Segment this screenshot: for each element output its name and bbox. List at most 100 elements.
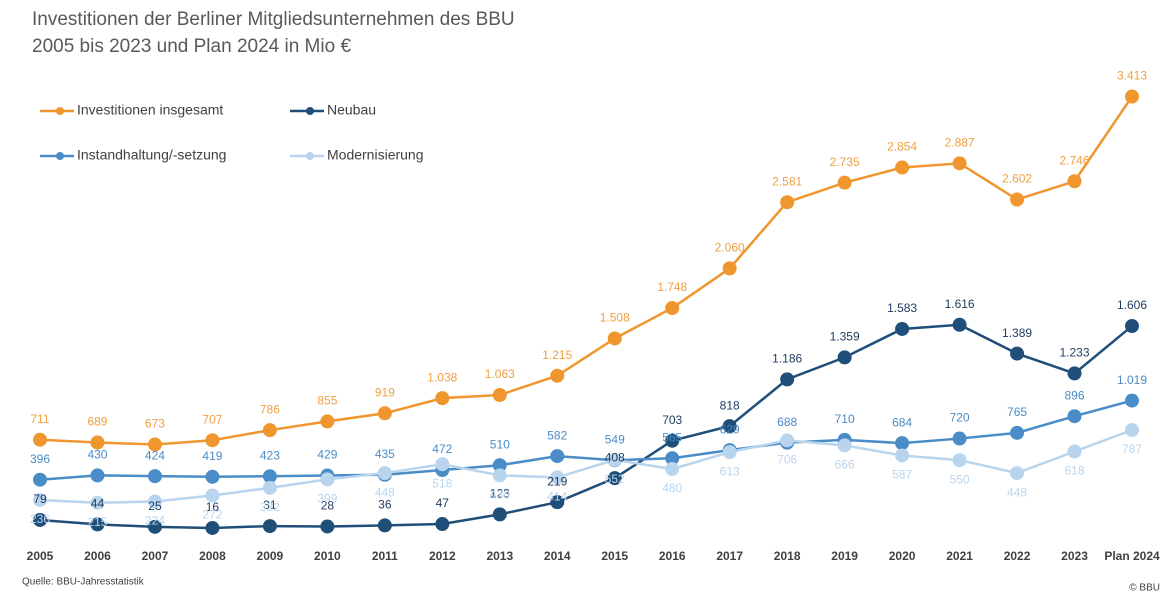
data-label: 587 — [892, 468, 912, 482]
data-point — [722, 261, 737, 276]
data-point — [1067, 366, 1082, 381]
data-point — [262, 480, 277, 495]
data-point — [1010, 425, 1025, 440]
data-label: 3.413 — [1117, 69, 1147, 83]
data-point — [320, 519, 335, 534]
data-point — [205, 469, 220, 484]
data-label: 786 — [260, 402, 280, 416]
data-label: 550 — [950, 472, 970, 486]
data-label: 1.389 — [1002, 326, 1032, 340]
data-label: 224 — [145, 514, 165, 528]
data-label: 1.215 — [542, 348, 572, 362]
data-label: 518 — [432, 476, 452, 490]
data-label: 1.359 — [830, 330, 860, 344]
data-point — [1067, 444, 1082, 459]
data-label: 706 — [777, 453, 797, 467]
data-point — [147, 469, 162, 484]
data-label: 424 — [145, 448, 165, 462]
x-tick-label: 2020 — [889, 549, 916, 563]
data-point — [1010, 346, 1025, 361]
data-point — [1125, 89, 1139, 104]
data-label: 896 — [1065, 388, 1085, 402]
legend-label: Modernisierung — [327, 147, 424, 163]
data-point — [1125, 393, 1139, 408]
legend-label: Investitionen insgesamt — [77, 102, 223, 118]
data-point — [722, 419, 737, 434]
data-label: 1.508 — [600, 311, 630, 325]
data-label: 1.186 — [772, 352, 802, 366]
data-point — [492, 507, 507, 522]
data-point — [1010, 192, 1025, 207]
data-label: 720 — [950, 411, 970, 425]
data-point — [492, 468, 507, 483]
data-label: 1.233 — [1060, 346, 1090, 360]
x-tick-label: 2019 — [831, 549, 858, 563]
x-tick-label: 2013 — [486, 549, 513, 563]
chart-subtitle: 2005 bis 2023 und Plan 2024 in Mio € — [32, 36, 351, 57]
data-label: 16 — [206, 500, 220, 514]
data-point — [952, 431, 967, 446]
x-tick-label: Plan 2024 — [1104, 549, 1160, 563]
data-point — [665, 462, 680, 477]
data-point — [492, 387, 507, 402]
data-point — [377, 518, 392, 533]
copyright: © BBU — [1129, 583, 1160, 593]
data-label: 28 — [321, 499, 335, 513]
data-point — [607, 471, 622, 486]
data-label: 419 — [202, 449, 222, 463]
data-label: 703 — [662, 413, 682, 427]
data-label: 549 — [605, 432, 625, 446]
data-point — [435, 457, 450, 472]
series-line — [39, 428, 1133, 504]
data-point — [205, 433, 220, 448]
x-tick-label: 2018 — [774, 549, 801, 563]
data-label: 448 — [1007, 485, 1027, 499]
data-label: 430 — [87, 448, 107, 462]
data-label: 435 — [375, 447, 395, 461]
data-label: 2.746 — [1060, 153, 1090, 167]
data-label: 1.616 — [945, 297, 975, 311]
data-label: 565 — [662, 430, 682, 444]
data-point — [1067, 174, 1082, 189]
chart-title: Investitionen der Berliner Mitgliedsunte… — [32, 9, 515, 30]
data-point — [90, 517, 105, 532]
data-label: 618 — [1065, 464, 1085, 478]
series-line — [39, 323, 1133, 530]
data-label: 552 — [605, 472, 625, 486]
x-tick-label: 2005 — [27, 549, 54, 563]
x-tick-label: 2010 — [314, 549, 341, 563]
data-point — [837, 175, 852, 190]
data-label: 236 — [30, 512, 50, 526]
data-label: 36 — [378, 498, 392, 512]
legend-label: Instandhaltung/-setzung — [77, 147, 226, 163]
data-label: 79 — [33, 492, 47, 506]
source: Quelle: BBU-Jahresstatistik — [22, 577, 145, 588]
data-label: 423 — [260, 448, 280, 462]
data-point — [33, 432, 47, 447]
data-point — [722, 445, 737, 460]
data-point — [262, 469, 277, 484]
data-point — [607, 331, 622, 346]
x-tick-label: 2016 — [659, 549, 686, 563]
data-label: 429 — [317, 448, 337, 462]
data-point — [952, 317, 967, 332]
data-label: 855 — [317, 394, 337, 408]
data-point — [320, 414, 335, 429]
data-point — [895, 448, 910, 463]
series-line — [39, 95, 1134, 446]
data-point — [205, 520, 220, 535]
data-label: 1.063 — [485, 367, 515, 381]
data-point — [492, 458, 507, 473]
data-point — [895, 321, 910, 336]
data-label: 2.735 — [830, 155, 860, 169]
data-label: 684 — [892, 415, 912, 429]
data-label: 123 — [490, 487, 510, 501]
data-label: 2.854 — [887, 140, 917, 154]
data-point — [320, 472, 335, 487]
data-label: 2.581 — [772, 174, 802, 188]
data-label: 472 — [432, 442, 452, 456]
data-point — [435, 391, 450, 406]
data-point — [1125, 319, 1139, 334]
data-point — [837, 438, 852, 453]
data-point — [90, 468, 105, 483]
